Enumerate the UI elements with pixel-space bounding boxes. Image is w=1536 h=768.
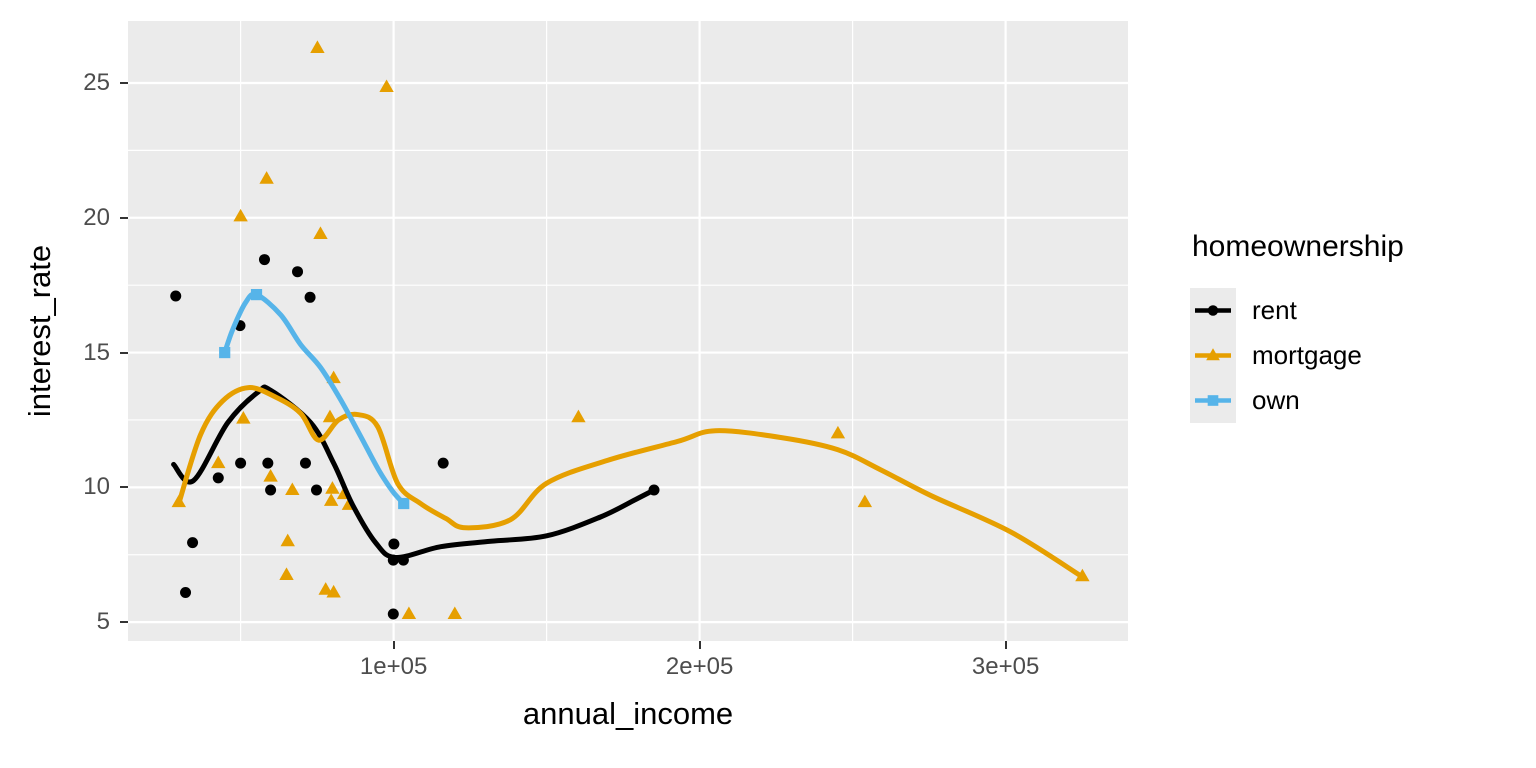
y-tick-mark <box>120 82 128 84</box>
data-point-rent <box>310 484 322 496</box>
data-point-rent <box>235 457 247 469</box>
y-tick-label: 5 <box>96 608 110 636</box>
legend-label-own: own <box>1252 385 1300 415</box>
x-tick-mark <box>698 641 701 649</box>
data-point-mortgage <box>571 409 586 423</box>
triangle-icon <box>1206 348 1220 361</box>
legend-label-rent: rent <box>1252 295 1297 325</box>
data-point-mortgage <box>447 606 463 620</box>
y-tick-label: 20 <box>83 203 110 231</box>
legend-entry-mortgage: mortgage <box>1190 333 1404 378</box>
data-point-rent <box>387 608 399 620</box>
data-point-mortgage <box>323 493 339 506</box>
data-point-rent <box>180 586 192 598</box>
x-tick-label: 3e+05 <box>971 653 1040 680</box>
legend-label-mortgage: mortgage <box>1252 340 1362 370</box>
data-point-rent <box>304 291 316 303</box>
data-point-mortgage <box>279 567 294 580</box>
legend: homeownership rent mortgage own <box>1190 230 1404 423</box>
points-mortgage <box>171 40 1090 620</box>
data-point-mortgage <box>285 482 300 496</box>
data-point-rent <box>265 484 277 496</box>
data-point-rent <box>292 266 304 278</box>
data-point-mortgage <box>211 455 226 469</box>
circle-icon <box>1207 305 1219 316</box>
data-point-mortgage <box>310 40 325 53</box>
x-tick-mark <box>1004 641 1007 649</box>
points-rent <box>170 254 660 620</box>
x-tick-label: 1e+05 <box>359 653 428 680</box>
y-tick-label: 10 <box>83 473 110 501</box>
data-point-rent <box>299 457 311 469</box>
data-point-mortgage <box>236 411 251 424</box>
data-point-mortgage <box>313 226 328 239</box>
data-point-mortgage <box>233 208 248 222</box>
data-point-mortgage <box>325 481 340 494</box>
data-point-rent <box>437 457 449 469</box>
data-point-mortgage <box>280 533 295 547</box>
legend-key-triangle-icon <box>1190 333 1236 378</box>
legend-entry-own: own <box>1190 378 1404 423</box>
legend-rows: rent mortgage own <box>1190 288 1404 423</box>
y-tick-label: 25 <box>83 69 110 96</box>
data-point-rent <box>258 254 270 266</box>
y-tick-mark <box>120 486 128 489</box>
y-tick-mark <box>120 351 128 354</box>
data-point-rent <box>212 472 224 484</box>
x-tick-label: 2e+05 <box>665 653 734 680</box>
y-tick-mark <box>120 216 128 219</box>
gridlines-major <box>128 21 1128 641</box>
legend-title: homeownership <box>1192 230 1404 263</box>
legend-entry-rent: rent <box>1190 288 1404 333</box>
data-point-mortgage <box>326 584 341 598</box>
legend-key-square-icon <box>1190 378 1236 423</box>
y-axis-title: interest_rate <box>22 244 57 418</box>
y-tick-mark <box>120 621 128 624</box>
data-point-rent <box>170 290 182 302</box>
x-axis-title: annual_income <box>522 696 734 731</box>
data-point-mortgage <box>379 79 394 93</box>
data-point-mortgage <box>857 494 873 508</box>
gridlines-minor <box>128 21 1128 641</box>
trend-line-own <box>222 291 407 507</box>
data-point-mortgage <box>259 171 274 184</box>
data-point-mortgage <box>318 582 333 595</box>
x-tick-mark <box>392 641 395 649</box>
data-point-rent <box>262 457 274 469</box>
square-icon <box>1207 395 1219 406</box>
trend-line-mortgage <box>176 385 1084 579</box>
data-point-mortgage <box>322 409 338 423</box>
trend-line-rent <box>171 384 657 560</box>
legend-key-circle-icon <box>1190 288 1236 333</box>
data-point-rent <box>187 537 199 549</box>
data-point-mortgage <box>263 468 278 482</box>
data-point-mortgage <box>401 606 417 620</box>
data-point-rent <box>388 538 400 550</box>
y-tick-label: 15 <box>83 338 110 366</box>
data-point-mortgage <box>830 425 846 439</box>
